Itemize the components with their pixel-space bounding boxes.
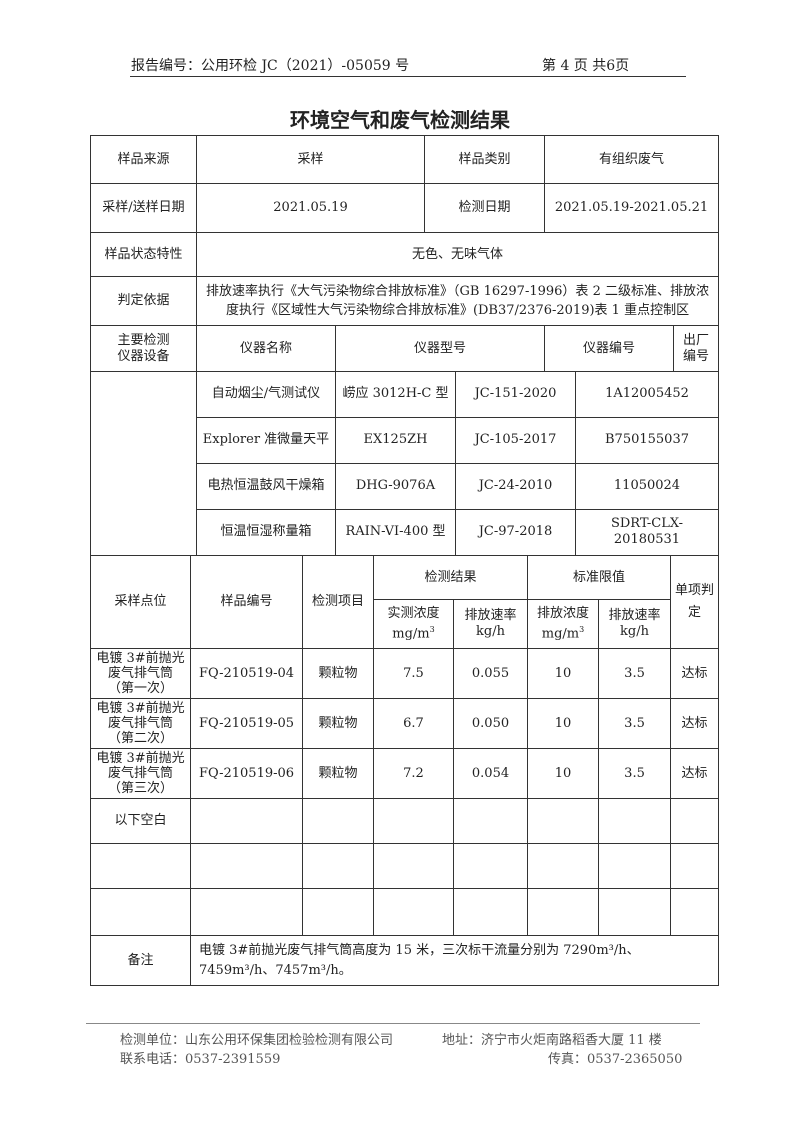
h-lconc: 排放浓度 mg/m3 (527, 599, 600, 649)
inst-no: JC-97-2018 (455, 508, 576, 556)
inst-serial: 11050024 (575, 462, 719, 510)
state-label: 样品状态特性 (90, 232, 197, 277)
results-table: 采样点位 样品编号 检测项目 检测结果 标准限值 单项判定 实测浓度 mg/m3 排放速率 k… (90, 555, 720, 986)
test-date-label: 检测日期 (424, 183, 546, 233)
inst-serial: 1A12005452 (575, 371, 719, 418)
h-lrate: 排放速率 kg/h (598, 599, 672, 649)
basis-label: 判定依据 (90, 276, 197, 326)
category-value: 有组织废气 (544, 135, 720, 184)
remark-label: 备注 (90, 935, 191, 986)
date-value: 2021.05.19 (195, 183, 426, 233)
h-sample: 样品编号 (190, 555, 303, 649)
remark-text: 电镀 3#前抛光废气排气筒高度为 15 米，三次标干流量分别为 7290m³/h… (189, 935, 720, 986)
footer-fax: 传真：0537-2365050 (548, 1052, 683, 1067)
footer-unit: 检测单位：山东公用环保集团检验检测有限公司 (120, 1033, 394, 1048)
page-number: 第 4 页 共6页 (542, 58, 630, 74)
header-divider (130, 76, 686, 77)
info-table: 样品来源 采样 样品类别 有组织废气 采样/送样日期 2021.05.19 检测日期 202… (90, 135, 720, 372)
blank-row: 以下空白 (90, 798, 720, 844)
h-rate: 排放速率 kg/h (452, 599, 529, 649)
inst-no: JC-151-2020 (455, 371, 576, 418)
footer-phone: 联系电话：0537-2391559 (120, 1052, 281, 1067)
source-value: 采样 (195, 135, 426, 184)
footer-address: 地址：济宁市火炬南路稻香大厦 11 楼 (442, 1033, 662, 1048)
footer-divider (86, 1023, 700, 1024)
inst-serial: B750155037 (575, 416, 719, 464)
blank-row (90, 888, 720, 936)
date-label: 采样/送样日期 (90, 183, 197, 233)
table-row: 电镀 3#前抛光 废气排气筒 （第二次） FQ-210519-05 颗粒物 6.7 0.05… (90, 698, 720, 749)
state-value: 无色、无味气体 (195, 232, 720, 277)
inst-serial: SDRT-CLX-20180531 (575, 508, 719, 556)
table-row: 电镀 3#前抛光 废气排气筒 （第一次） FQ-210519-04 颗粒物 7.5 0.05… (90, 648, 720, 699)
inst-header: 出厂编号 (673, 325, 720, 372)
inst-name: 电热恒温鼓风干燥箱 (196, 462, 336, 510)
h-item: 检测项目 (302, 555, 374, 649)
inst-model: EX125ZH (335, 416, 456, 464)
inst-name: 恒温恒湿称量箱 (196, 508, 336, 556)
inst-model: DHG-9076A (335, 462, 456, 510)
inst-no: JC-105-2017 (455, 416, 576, 464)
category-label: 样品类别 (424, 135, 546, 184)
h-result: 检测结果 (372, 555, 529, 600)
inst-header: 仪器名称 (196, 325, 336, 372)
inst-model: RAIN-VI-400 型 (335, 508, 456, 556)
table-row: 电镀 3#前抛光 废气排气筒 （第三次） FQ-210519-06 颗粒物 7.2 0.05… (90, 748, 720, 799)
h-judge: 单项判定 (670, 555, 720, 649)
instruments-table: 自动烟尘/气测试仪 崂应 3012H-C 型 JC-151-2020 1A120054… (90, 371, 719, 556)
inst-header: 仪器编号 (544, 325, 675, 372)
blank-row (90, 843, 720, 889)
inst-name: Explorer 准微量天平 (196, 416, 336, 464)
report-number: 报告编号：公用环检 JC（2021）-05059 号 (131, 58, 410, 74)
test-date-value: 2021.05.19-2021.05.21 (544, 183, 720, 233)
inst-name: 自动烟尘/气测试仪 (196, 371, 336, 418)
remark-row: 备注 电镀 3#前抛光废气排气筒高度为 15 米，三次标干流量分别为 7290m³… (90, 935, 720, 986)
inst-header: 仪器型号 (334, 325, 546, 372)
source-label: 样品来源 (90, 135, 197, 184)
h-limit: 标准限值 (527, 555, 672, 600)
inst-no: JC-24-2010 (455, 462, 576, 510)
inst-model: 崂应 3012H-C 型 (335, 371, 456, 418)
basis-value: 排放速率执行《大气污染物综合排放标准》（GB 16297-1996）表 2 二级… (195, 276, 720, 326)
instruments-label: 主要检测 仪器设备 (90, 325, 197, 372)
h-conc: 实测浓度 mg/m3 (373, 599, 454, 649)
page-title: 环境空气和废气检测结果 (290, 108, 510, 132)
h-point: 采样点位 (90, 555, 191, 649)
